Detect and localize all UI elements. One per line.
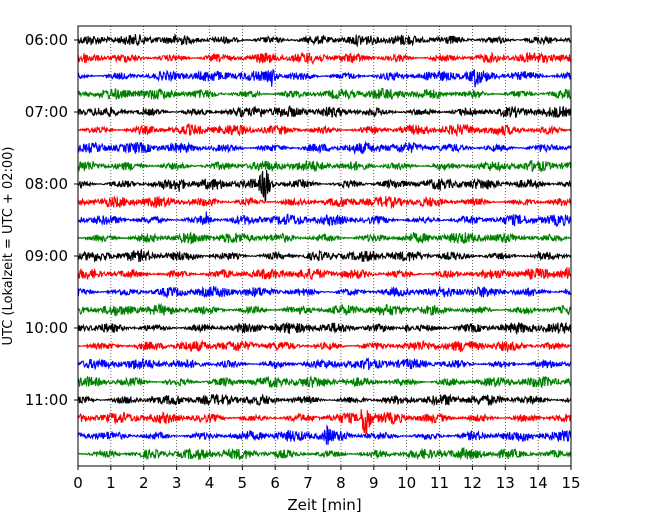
x-tick-label: 14	[529, 474, 548, 492]
y-axis: 06:00 07:00 08:00 09:00 10:00 11:00	[25, 31, 78, 409]
grid-lines	[110, 26, 539, 466]
trace-line	[77, 446, 572, 461]
trace-line	[77, 375, 572, 389]
trace-line	[77, 267, 572, 281]
trace-line	[77, 339, 572, 354]
trace-line	[77, 211, 572, 228]
x-tick-label: 0	[73, 474, 83, 492]
x-tick-label: 13	[496, 474, 515, 492]
x-axis: 0 1 2 3 4 5 6 7 8 9 10 11 12 13 14 15	[73, 466, 581, 492]
y-tick-label: 09:00	[25, 247, 68, 265]
trace-line	[77, 423, 572, 445]
y-axis-label: UTC (Lokalzeit = UTC + 02:00)	[1, 147, 16, 346]
trace-line	[77, 302, 572, 317]
trace-line	[77, 409, 572, 435]
y-tick-label: 11:00	[25, 391, 68, 409]
trace-line	[77, 159, 572, 173]
trace-line	[77, 169, 572, 203]
plot-frame	[77, 25, 572, 467]
x-tick-label: 11	[430, 474, 449, 492]
x-tick-label: 4	[205, 474, 215, 492]
y-tick-label: 08:00	[25, 175, 68, 193]
x-tick-label: 8	[336, 474, 346, 492]
x-tick-label: 12	[463, 474, 482, 492]
plot-area	[78, 26, 571, 466]
trace-line	[77, 231, 572, 245]
trace-line	[77, 248, 572, 263]
trace-line	[77, 357, 572, 371]
x-tick-label: 5	[238, 474, 248, 492]
traces	[77, 33, 572, 461]
x-tick-label: 15	[561, 474, 580, 492]
x-tick-label: 1	[106, 474, 116, 492]
x-tick-label: 6	[270, 474, 280, 492]
trace-line	[77, 68, 572, 88]
x-tick-label: 2	[139, 474, 149, 492]
trace-line	[77, 393, 572, 407]
y-tick-label: 07:00	[25, 103, 68, 121]
trace-line	[77, 122, 572, 138]
trace-line	[77, 51, 572, 66]
x-tick-label: 9	[369, 474, 379, 492]
trace-line	[77, 285, 572, 299]
trace-line	[77, 105, 572, 119]
trace-line	[77, 87, 572, 101]
x-tick-label: 10	[397, 474, 416, 492]
x-axis-label: Zeit [min]	[287, 496, 361, 514]
trace-line	[77, 195, 572, 210]
trace-line	[77, 321, 572, 335]
trace-line	[77, 33, 572, 48]
trace-line	[77, 140, 572, 156]
y-tick-label: 06:00	[25, 31, 68, 49]
x-tick-label: 7	[303, 474, 313, 492]
x-tick-label: 3	[172, 474, 182, 492]
y-tick-label: 10:00	[25, 319, 68, 337]
